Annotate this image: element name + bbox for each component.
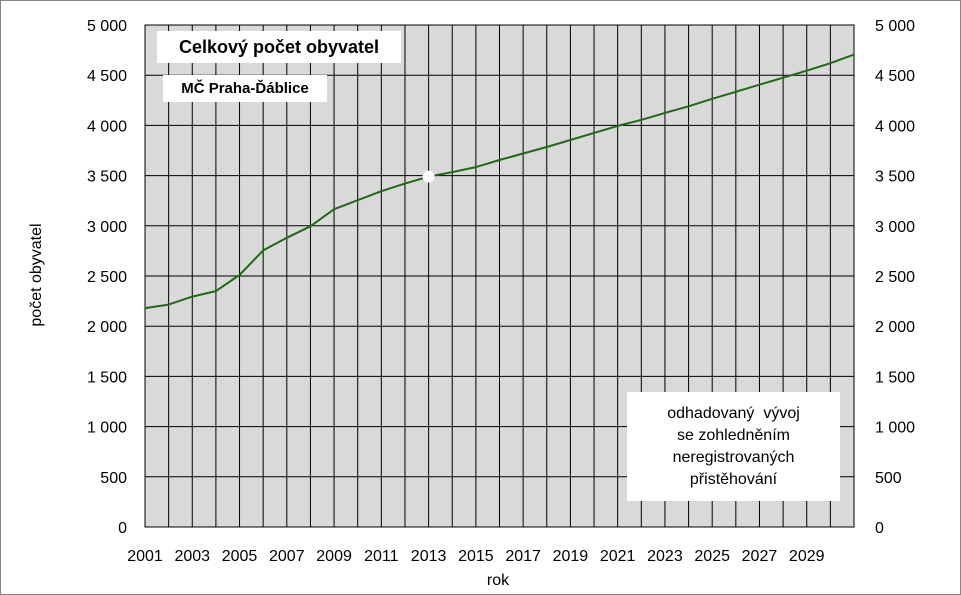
y-tick-label-left: 2 000 (87, 319, 127, 336)
y-tick-label-right: 1 000 (875, 420, 915, 437)
x-tick-label: 2001 (127, 548, 163, 565)
x-tick-label: 2011 (364, 548, 399, 565)
y-tick-label-right: 4 000 (875, 118, 915, 135)
y-axis-left: 0 500 1 000 1 500 2 000 2 500 3 000 3 500 4 000 4… (87, 18, 127, 537)
y-tick-label-right: 0 (875, 520, 884, 537)
x-tick-label: 2029 (789, 548, 825, 565)
y-tick-label-right: 4 500 (875, 68, 915, 85)
annotation-line-3: neregistrovaných (672, 448, 795, 466)
y-tick-label-left: 500 (100, 470, 127, 487)
y-tick-label-right: 3 500 (875, 169, 915, 186)
x-axis-title: rok (487, 572, 510, 589)
y-tick-label-left: 1 000 (87, 420, 127, 437)
y-axis-right: 0 500 1 000 1 500 2 000 2 500 3 000 3 500 4 000 4… (875, 18, 915, 537)
series-group (144, 53, 855, 310)
y-tick-label-left: 0 (118, 520, 127, 537)
x-tick-label: 2007 (269, 548, 305, 565)
x-tick-label: 2005 (222, 548, 258, 565)
y-tick-label-left: 1 500 (87, 369, 127, 386)
y-tick-label-left: 5 000 (87, 18, 127, 35)
series-line (144, 53, 855, 310)
y-tick-label-left: 3 500 (87, 169, 127, 186)
annotation-line-4: přistěhování (689, 470, 778, 488)
y-tick-label-right: 5 000 (875, 18, 915, 35)
x-tick-label: 2021 (600, 548, 636, 565)
x-tick-label: 2027 (742, 548, 778, 565)
y-axis-title: počet obyvatel (28, 223, 45, 326)
x-tick-label: 2025 (694, 548, 730, 565)
chart-title: Celkový počet obyvatel (157, 31, 401, 63)
x-tick-label: 2019 (553, 548, 589, 565)
x-tick-label: 2015 (458, 548, 494, 565)
y-tick-label-right: 3 000 (875, 219, 915, 236)
y-tick-label-right: 1 500 (875, 369, 915, 386)
y-tick-label-left: 4 000 (87, 118, 127, 135)
x-tick-label: 2009 (316, 548, 352, 565)
y-tick-label-right: 2 500 (875, 269, 915, 286)
x-tick-label: 2017 (505, 548, 541, 565)
x-tick-label: 2023 (647, 548, 683, 565)
y-tick-label-left: 2 500 (87, 269, 127, 286)
annotation-line-2: se zohledněním (677, 426, 790, 444)
x-tick-label: 2013 (411, 548, 447, 565)
gridlines (144, 24, 855, 528)
y-tick-label-left: 4 500 (87, 68, 127, 85)
annotation-line-1: odhadovaný vývoj (667, 404, 800, 422)
x-axis: 2001 2003 2005 2007 2009 2011 2013 2015 2017 2019… (127, 548, 824, 565)
y-tick-label-right: 2 000 (875, 319, 915, 336)
highlight-point (422, 170, 435, 183)
annotation-box: odhadovaný vývoj se zohledněním neregist… (627, 392, 840, 501)
x-tick-label: 2003 (174, 548, 210, 565)
y-tick-label-left: 3 000 (87, 219, 127, 236)
plot-border (144, 24, 855, 528)
y-tick-label-right: 500 (875, 470, 902, 487)
chart-subtitle: MČ Praha-Ďáblice (163, 75, 327, 102)
